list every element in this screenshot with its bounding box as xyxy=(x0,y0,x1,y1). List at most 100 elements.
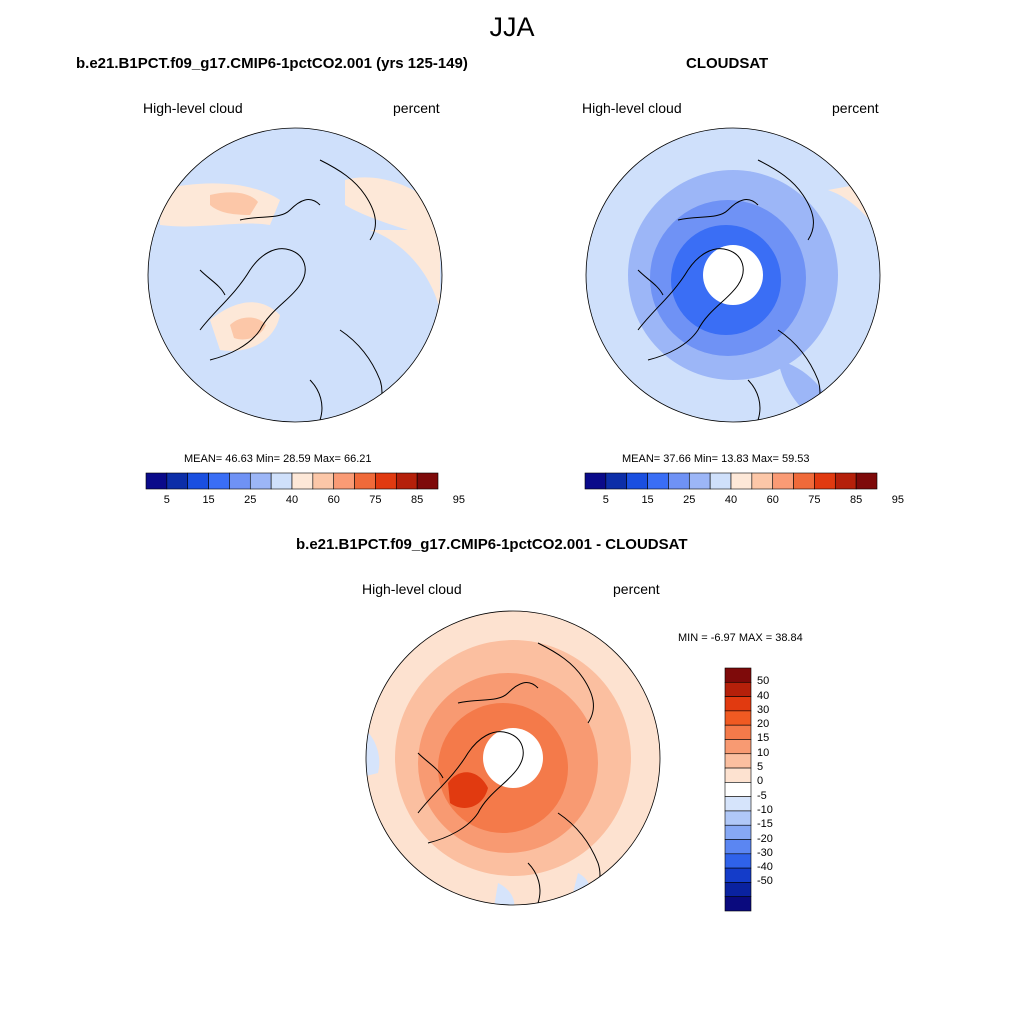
units-label-obs: percent xyxy=(832,100,879,116)
colorbar-obs xyxy=(584,472,878,490)
colorbar-swatch xyxy=(834,472,857,490)
colorbar-swatch xyxy=(208,472,230,490)
colorbar-swatch xyxy=(166,472,189,490)
colorbar-swatch xyxy=(793,472,815,490)
colorbar-swatch xyxy=(724,853,752,869)
colorbar-tick-label: 5 xyxy=(757,761,764,774)
colorbar-swatch xyxy=(249,472,272,490)
colorbar-swatch xyxy=(730,472,753,490)
colorbar-swatch xyxy=(724,824,752,840)
colorbar-tick-label: 95 xyxy=(891,494,904,506)
colorbar-swatch xyxy=(751,472,774,490)
panel-title-obs: CLOUDSAT xyxy=(686,55,769,72)
colorbar-tick-label: -15 xyxy=(757,818,773,831)
colorbar-tick-label: 40 xyxy=(757,689,770,702)
stats-diff: MIN = -6.97 MAX = 38.84 xyxy=(678,632,803,644)
colorbar-swatch xyxy=(333,472,355,490)
variable-label-obs: High-level cloud xyxy=(582,100,682,116)
colorbar-tick-label: 10 xyxy=(757,746,770,759)
colorbar-swatch xyxy=(626,472,648,490)
polar-map-obs xyxy=(585,127,881,423)
colorbar-swatch xyxy=(724,710,752,726)
stat-max-value: 66.21 xyxy=(343,453,372,465)
colorbar-swatch xyxy=(724,753,752,769)
colorbar-tick-label: 60 xyxy=(327,494,340,506)
colorbar-tick-label: 5 xyxy=(602,494,609,506)
stat-min-label: Min= xyxy=(255,453,281,465)
colorbar-swatch xyxy=(855,472,878,490)
colorbar-tick-label: 40 xyxy=(285,494,299,506)
colorbar-swatch xyxy=(668,472,690,490)
stat-mean-value: 46.63 xyxy=(225,453,253,465)
colorbar-tick-label: 75 xyxy=(808,494,821,506)
units-label-model: percent xyxy=(393,100,440,116)
colorbar-tick-label: 30 xyxy=(757,703,770,716)
colorbar-swatch xyxy=(688,472,711,490)
colorbar-tick-label: -40 xyxy=(757,861,773,874)
colorbar-tick-label: 20 xyxy=(757,718,770,731)
colorbar-swatch xyxy=(724,896,752,912)
variable-label-model: High-level cloud xyxy=(143,100,243,116)
colorbar-tick-label: 0 xyxy=(757,775,764,788)
colorbar-swatch xyxy=(291,472,314,490)
stat-max-label: Max= xyxy=(313,453,341,465)
colorbar-swatch xyxy=(187,472,209,490)
stat-min-value: 28.59 xyxy=(283,453,311,465)
colorbar-swatch xyxy=(724,681,752,697)
colorbar-swatch xyxy=(354,472,376,490)
colorbar-tick-label: 95 xyxy=(452,494,465,506)
colorbar-tick-label: -30 xyxy=(757,846,773,859)
colorbar-diff xyxy=(724,667,752,912)
colorbar-model xyxy=(145,472,439,490)
colorbar-swatch xyxy=(270,472,293,490)
stat-mean-label: MEAN= xyxy=(184,453,223,465)
figure-title: JJA xyxy=(489,12,535,42)
colorbar-swatch xyxy=(724,867,752,883)
colorbar-swatch xyxy=(605,472,628,490)
polar-map-diff xyxy=(365,610,661,906)
colorbar-tick-label: -20 xyxy=(757,832,773,845)
colorbar-swatch xyxy=(416,472,439,490)
colorbar-swatch xyxy=(312,472,335,490)
colorbar-tick-label: 60 xyxy=(766,494,779,506)
colorbar-tick-label: 15 xyxy=(641,494,654,506)
polar-map-model xyxy=(147,127,443,423)
colorbar-tick-label: 75 xyxy=(369,494,382,506)
colorbar-swatch xyxy=(724,882,752,898)
colorbar-swatch xyxy=(724,767,752,783)
stat-mean-label: MEAN= xyxy=(622,453,661,465)
colorbar-swatch xyxy=(375,472,397,490)
colorbar-swatch xyxy=(584,472,607,490)
colorbar-swatch xyxy=(724,782,752,797)
colorbar-tick-label: 5 xyxy=(163,494,170,506)
colorbar-swatch xyxy=(647,472,669,490)
colorbar-swatch xyxy=(724,667,752,683)
colorbar-swatch xyxy=(724,796,752,812)
colorbar-swatch xyxy=(229,472,251,490)
colorbar-tick-label: 25 xyxy=(683,494,696,506)
colorbar-swatch xyxy=(724,739,752,755)
colorbar-tick-label: 15 xyxy=(202,494,215,506)
colorbar-tick-label: 50 xyxy=(757,675,770,688)
stats-obs: MEAN= 37.66 Min= 13.83 Max= 59.53 xyxy=(622,453,810,465)
variable-label-diff: High-level cloud xyxy=(362,581,462,597)
colorbar-swatch xyxy=(814,472,836,490)
stat-mean-value: 37.66 xyxy=(663,453,691,465)
colorbar-swatch xyxy=(145,472,168,490)
panel-title-model: b.e21.B1PCT.f09_g17.CMIP6-1pctCO2.001 (y… xyxy=(76,55,468,72)
stat-max-label: Max= xyxy=(751,453,779,465)
stat-min-value: 13.83 xyxy=(721,453,749,465)
colorbar-tick-label: -10 xyxy=(757,803,773,816)
stat-min-label: Min= xyxy=(693,453,719,465)
colorbar-ticks-obs: 5 15 25 40 60 75 85 95 xyxy=(585,494,904,508)
colorbar-tick-label: 85 xyxy=(411,494,424,506)
colorbar-swatch xyxy=(395,472,418,490)
colorbar-swatch xyxy=(724,839,752,855)
colorbar-swatch xyxy=(724,724,752,740)
colorbar-tick-label: -5 xyxy=(757,789,767,802)
panel-title-diff: b.e21.B1PCT.f09_g17.CMIP6-1pctCO2.001 - … xyxy=(296,536,688,553)
colorbar-swatch xyxy=(724,810,752,826)
colorbar-tick-label: 85 xyxy=(850,494,863,506)
colorbar-tick-label: 25 xyxy=(244,494,257,506)
colorbar-tick-label: 15 xyxy=(757,732,770,745)
